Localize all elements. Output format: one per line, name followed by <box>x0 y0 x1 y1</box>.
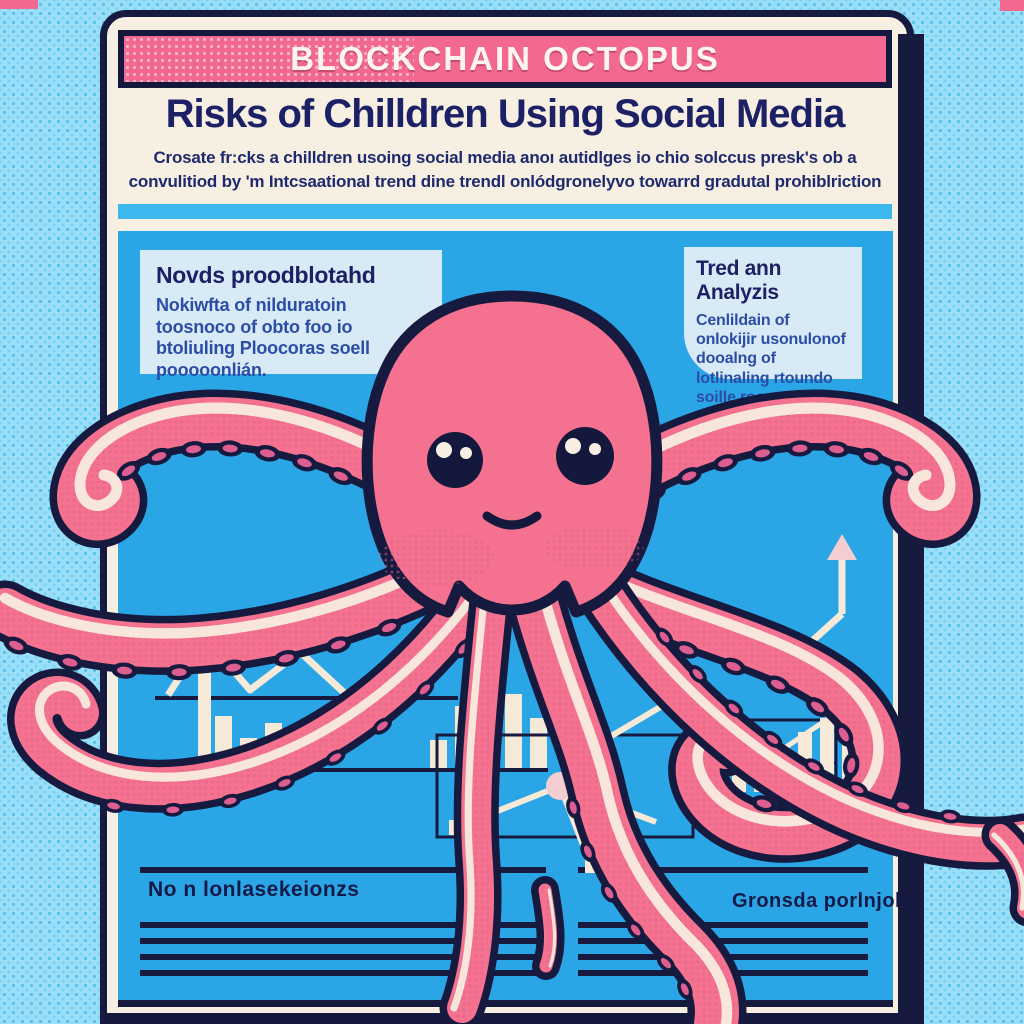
banner-halftone-texture <box>124 36 414 82</box>
suction-cup <box>3 636 29 655</box>
banner-title: BLOCKCHAIN OCTOPUS <box>290 40 720 77</box>
ruled-line <box>578 922 868 928</box>
suction-cup <box>939 809 962 824</box>
subtitle-line-1: Crosate fr:cks a chilldren usoing social… <box>153 148 857 167</box>
info-box-right: Tred ann Analyzis Cenlildain of onlokiji… <box>684 247 862 406</box>
subtitle-line-2: convulitiod by 'm Intcsaational trend di… <box>128 172 882 191</box>
ruled-line <box>140 970 546 976</box>
footer-right-label: Gronsda porlnjolo <box>732 890 914 912</box>
ruled-line <box>578 954 868 960</box>
ruled-line <box>140 954 546 960</box>
footer-left-label: No n lonlasekeionzs <box>148 878 360 901</box>
tentacle-tip-right-edge <box>1000 835 1024 908</box>
info-box-left-heading: Novds proodblotahd <box>156 262 376 288</box>
corner-decoration <box>0 0 38 9</box>
info-box-right-heading: Tred ann Analyzis <box>696 257 782 304</box>
footer-line <box>118 1000 893 1007</box>
info-box-left-body: Nokiwfta of nilduratoin toosnoco of obto… <box>156 295 370 380</box>
info-box-left: Novds proodblotahd Nokiwfta of nildurato… <box>140 250 442 380</box>
divider-bar <box>118 204 892 219</box>
footer-band <box>100 1013 914 1024</box>
ruled-line <box>578 867 868 873</box>
page-title: Risks of Chilldren Using Social Media <box>165 92 846 136</box>
ruled-line <box>140 922 546 928</box>
poster-right-border-band <box>898 34 924 1024</box>
ruled-line <box>578 970 868 976</box>
ruled-line <box>140 867 546 873</box>
ruled-line <box>140 938 546 944</box>
tentacle-tip-right-edge-render <box>981 816 1024 926</box>
ruled-line <box>578 938 868 944</box>
corner-decoration <box>1000 0 1024 11</box>
info-box-right-body: Cenlildain of onlokijir usonulonof dooal… <box>696 312 846 406</box>
banner: BLOCKCHAIN OCTOPUS <box>118 30 892 88</box>
suction-cup <box>57 653 83 671</box>
